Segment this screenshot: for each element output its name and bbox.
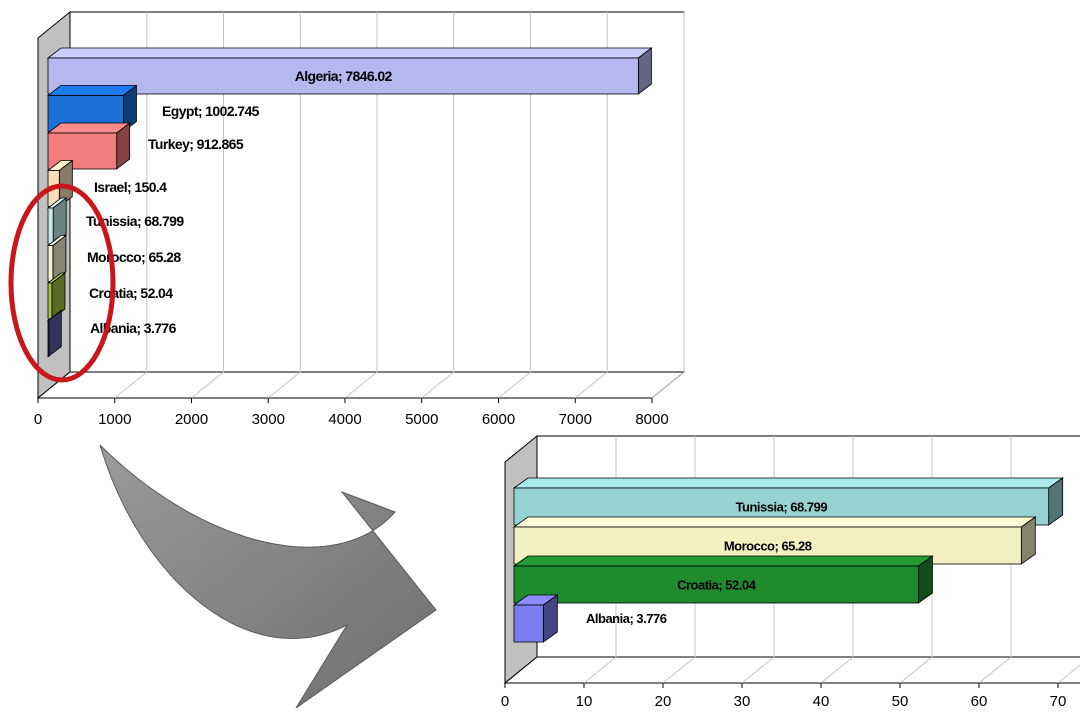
chart2-floor-gridline xyxy=(662,656,696,684)
chart1-tick-label: 4000 xyxy=(328,411,361,428)
chart1-tick-label: 3000 xyxy=(252,411,285,428)
chart2-data-label: Albania; 3.776 xyxy=(586,611,667,626)
chart2-tick-label: 20 xyxy=(655,693,672,710)
chart1-data-label: Tunissia; 68.799 xyxy=(86,213,184,229)
chart1-data-label: Egypt; 1002.745 xyxy=(162,103,260,119)
chart2-tick-label: 70 xyxy=(1050,693,1067,710)
chart2-floor xyxy=(503,656,1080,684)
chart2-gridlines xyxy=(583,436,1080,684)
chart1-floor-gridline xyxy=(421,371,455,399)
chart1-bar-morocco xyxy=(46,234,68,283)
chart1-floor-gridline xyxy=(114,371,148,399)
chart2-bars xyxy=(512,477,1064,643)
chart1-floor-gridline xyxy=(574,371,608,399)
chart1-data-label: Morocco; 65.28 xyxy=(87,249,181,265)
chart2-floor-gridline xyxy=(978,656,1012,684)
chart1-tick-label: 0 xyxy=(34,411,42,428)
chart1-floor-gridline xyxy=(651,371,685,399)
chart1-tick-label: 8000 xyxy=(635,411,668,428)
chart2-bar-croatia xyxy=(512,555,934,604)
chart2-data-label: Tunissia; 68.799 xyxy=(736,500,828,515)
chart2-data-label: Croatia; 52.04 xyxy=(677,578,757,593)
chart2-tick-label: 40 xyxy=(813,693,830,710)
chart1-data-label: Croatia; 52.04 xyxy=(89,285,173,301)
chart2-tick-label: 50 xyxy=(892,693,909,710)
chart2-floor-gridline xyxy=(820,656,854,684)
chart1-floor-gridline xyxy=(191,371,224,399)
chart1-data-label: Israel; 150.4 xyxy=(94,179,167,195)
chart1-tick-label: 1000 xyxy=(98,411,131,428)
chart2-x-axis: 0 10 20 30 40 50 60 70 xyxy=(501,683,1067,710)
chart1-tick-label: 7000 xyxy=(559,411,592,428)
chart2-floor-gridline xyxy=(1057,664,1080,684)
chart2-bar-albania xyxy=(512,594,559,643)
chart2-data-labels: Tunissia; 68.799 Morocco; 65.28 Croatia; 5… xyxy=(586,500,828,627)
chart1-data-label: Algeria; 7846.02 xyxy=(295,68,393,84)
chart2-tick-label: 30 xyxy=(734,693,751,710)
chart1-x-axis: 0 1000 2000 3000 4000 5000 6000 7000 8000 xyxy=(34,398,669,428)
chart1-bar-croatia xyxy=(46,272,67,320)
chart2-tick-label: 10 xyxy=(576,693,593,710)
chart2-tick-label: 60 xyxy=(971,693,988,710)
chart1-tick-label: 6000 xyxy=(482,411,515,428)
chart1-frame xyxy=(36,10,686,400)
chart1-tick-label: 5000 xyxy=(405,411,438,428)
chart1-data-label: Albania; 3.776 xyxy=(90,320,177,336)
chart2-floor-gridline xyxy=(899,656,933,684)
chart1-data-label: Turkey; 912.865 xyxy=(148,136,244,152)
chart1-bar-tunissia xyxy=(46,197,68,245)
chart2-floor-gridline xyxy=(741,656,775,684)
highlight-ellipse xyxy=(8,183,116,383)
chart2-data-label: Morocco; 65.28 xyxy=(724,539,812,554)
chart1-tick-label: 2000 xyxy=(175,411,208,428)
curved-arrow-icon xyxy=(99,444,437,709)
chart1-bar-albania xyxy=(46,309,63,358)
chart1-floor-gridline xyxy=(344,371,378,399)
chart1-floor-gridline xyxy=(498,371,531,399)
chart1-floor-gridline xyxy=(267,371,301,399)
chart1-bar-algeria xyxy=(46,47,653,95)
chart2-tick-label: 0 xyxy=(501,693,509,710)
chart1-bars xyxy=(46,47,653,358)
chart2-floor-gridline xyxy=(583,656,617,684)
